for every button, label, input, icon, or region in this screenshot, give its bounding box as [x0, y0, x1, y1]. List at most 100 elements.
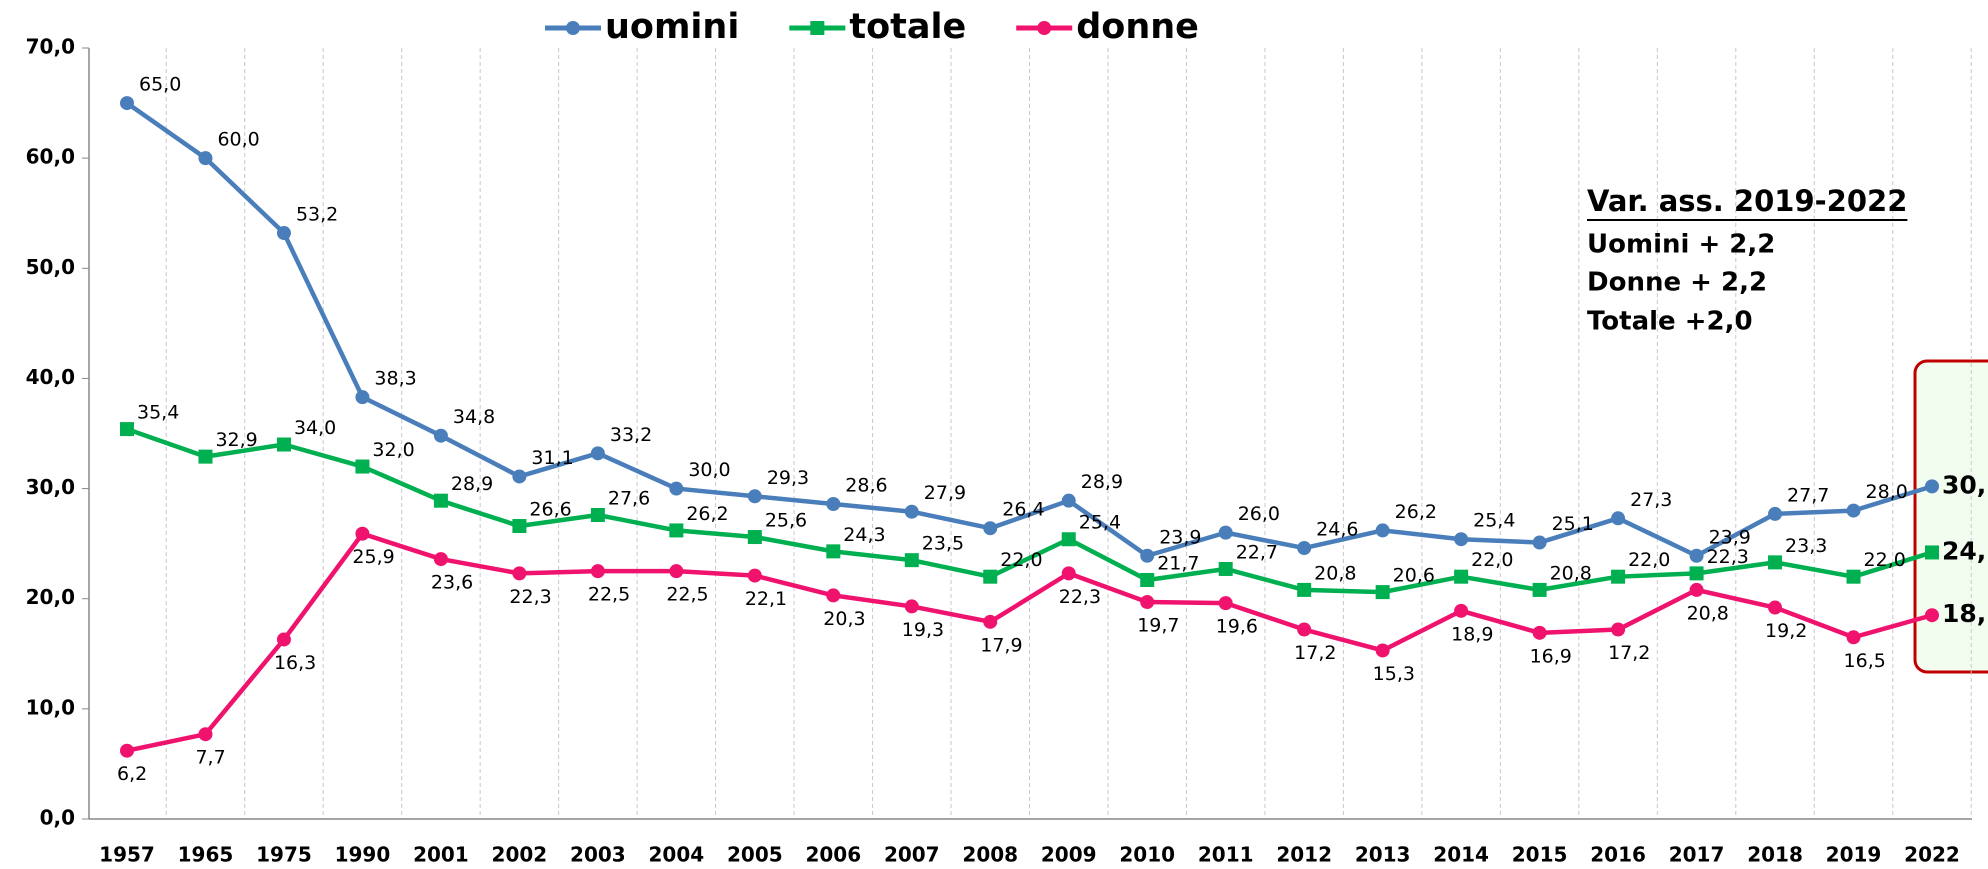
- x-tick-label: 2016: [1590, 843, 1646, 867]
- data-label: 27,7: [1787, 484, 1829, 506]
- y-tick-label: 50,0: [26, 255, 75, 279]
- series-line: [125, 101, 1933, 559]
- x-tick-label: 2001: [413, 843, 469, 867]
- x-tick-label: 2011: [1198, 843, 1254, 867]
- data-point: [669, 564, 684, 579]
- annotation: Totale +2,0: [1587, 307, 1753, 337]
- data-label: 16,5: [1844, 650, 1886, 672]
- data-label: 26,2: [686, 503, 728, 525]
- data-label: 27,3: [1630, 489, 1672, 511]
- x-tick-label: 2005: [727, 843, 783, 867]
- highlight-box: [1913, 359, 1988, 674]
- data-label: 23,6: [431, 572, 473, 594]
- data-point: [1611, 511, 1626, 526]
- data-point: [1218, 596, 1233, 611]
- y-tick-label: 30,0: [26, 475, 75, 499]
- data-point: [747, 568, 762, 583]
- data-point: [512, 519, 527, 534]
- legend-label: uomini: [605, 7, 739, 47]
- data-label: 25,4: [1473, 510, 1515, 532]
- legend-marker: [810, 21, 825, 35]
- data-point: [983, 569, 998, 584]
- data-label: 19,2: [1765, 620, 1807, 642]
- y-tick-label: 0,0: [40, 806, 75, 830]
- data-label: 26,4: [1002, 499, 1044, 521]
- data-label: 25,4: [1079, 512, 1121, 534]
- data-point: [1218, 561, 1233, 576]
- data-label: 27,6: [608, 488, 650, 510]
- data-label: 23,3: [1785, 535, 1827, 557]
- data-label: 22,3: [1059, 586, 1101, 608]
- x-tick-label: 1957: [99, 843, 155, 867]
- data-point: [1454, 603, 1469, 618]
- data-point: [1297, 541, 1312, 556]
- x-tick-label: 2012: [1276, 843, 1332, 867]
- data-label: 26,0: [1238, 503, 1280, 525]
- x-tick-label: 2009: [1041, 843, 1097, 867]
- data-label: 22,0: [1000, 549, 1042, 571]
- data-point: [1846, 503, 1861, 518]
- data-label: 17,9: [980, 634, 1022, 656]
- data-point: [1375, 523, 1390, 538]
- data-point: [826, 588, 841, 603]
- data-label: 22,3: [1707, 546, 1749, 568]
- data-point: [1454, 569, 1469, 584]
- data-point: [590, 446, 605, 461]
- data-label: 38,3: [374, 368, 416, 390]
- annotation: Uomini + 2,2: [1587, 230, 1775, 260]
- data-label: 19,6: [1216, 616, 1258, 638]
- data-point: [355, 526, 370, 541]
- data-label: 17,2: [1294, 642, 1336, 664]
- x-tick-label: 2003: [570, 843, 626, 867]
- data-label: 60,0: [217, 129, 259, 151]
- data-label: 30,2: [1942, 470, 1988, 499]
- data-label: 19,3: [902, 619, 944, 641]
- data-point: [198, 151, 213, 166]
- data-point: [1532, 535, 1547, 550]
- data-point: [512, 566, 527, 581]
- data-point: [198, 449, 213, 464]
- data-point: [1925, 479, 1939, 494]
- data-point: [904, 504, 919, 519]
- data-point: [1375, 643, 1390, 658]
- data-point: [1846, 569, 1861, 584]
- annotation: Donne + 2,2: [1587, 268, 1767, 298]
- data-point: [983, 521, 998, 536]
- data-point: [1689, 582, 1704, 597]
- data-point: [904, 599, 919, 614]
- data-label: 21,7: [1157, 552, 1199, 574]
- x-tick-label: 2022: [1904, 843, 1960, 867]
- data-label: 22,7: [1236, 541, 1278, 563]
- data-label: 23,9: [1159, 526, 1201, 548]
- data-label: 18,5: [1942, 599, 1988, 628]
- x-tick-label: 1990: [335, 843, 391, 867]
- data-label: 20,3: [823, 608, 865, 630]
- legend-marker: [1037, 21, 1052, 35]
- data-point: [355, 459, 370, 474]
- data-point: [1611, 569, 1626, 584]
- x-tick-label: 1965: [178, 843, 234, 867]
- data-label: 23,9: [1709, 526, 1751, 548]
- data-point: [1689, 548, 1704, 563]
- data-label: 20,8: [1687, 602, 1729, 624]
- data-point: [590, 564, 605, 579]
- annotation: Var. ass. 2019-2022: [1587, 184, 1907, 218]
- data-label: 25,9: [352, 546, 394, 568]
- data-label: 27,9: [924, 482, 966, 504]
- data-point: [904, 553, 919, 568]
- data-point: [1532, 582, 1547, 597]
- data-label: 22,5: [588, 584, 630, 606]
- data-point: [590, 508, 605, 523]
- data-point: [1454, 532, 1469, 547]
- x-tick-label: 2002: [492, 843, 548, 867]
- data-point: [1061, 532, 1076, 547]
- data-label: 15,3: [1373, 663, 1415, 685]
- data-label: 6,2: [117, 763, 147, 785]
- data-label: 26,2: [1395, 501, 1437, 523]
- data-label: 28,6: [845, 474, 887, 496]
- data-label: 16,3: [274, 652, 316, 674]
- data-label: 35,4: [137, 402, 179, 424]
- data-label: 28,9: [1081, 471, 1123, 493]
- data-point: [120, 743, 134, 758]
- x-tick-label: 2018: [1747, 843, 1803, 867]
